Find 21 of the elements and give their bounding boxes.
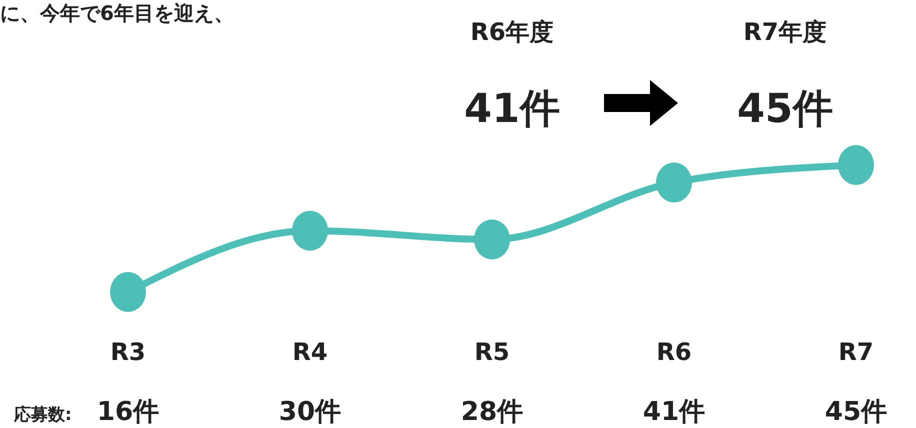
text: 応募数: <box>13 405 72 425</box>
data-label: 28件 <box>460 397 524 427</box>
data-label: 41件 <box>642 397 706 427</box>
text: 41件 <box>464 86 560 132</box>
x-tick-label: R5 <box>474 338 510 366</box>
point <box>110 272 146 312</box>
data-label: 16件 <box>96 397 160 427</box>
x-tick-label: R6 <box>656 338 692 366</box>
point <box>838 145 874 185</box>
x-tick-label: R7 <box>838 338 874 366</box>
point <box>474 219 510 260</box>
text: R7年度 <box>743 18 827 46</box>
text: R6年度 <box>470 18 554 46</box>
text: 45件 <box>737 86 833 132</box>
point <box>656 162 692 203</box>
x-tick-label: R3 <box>110 338 146 366</box>
data-label: 45件 <box>824 397 888 427</box>
point <box>292 210 328 251</box>
text: に、今年で6年目を迎え、 <box>0 1 234 25</box>
data-label: 30件 <box>278 397 342 427</box>
x-tick-label: R4 <box>292 338 328 366</box>
